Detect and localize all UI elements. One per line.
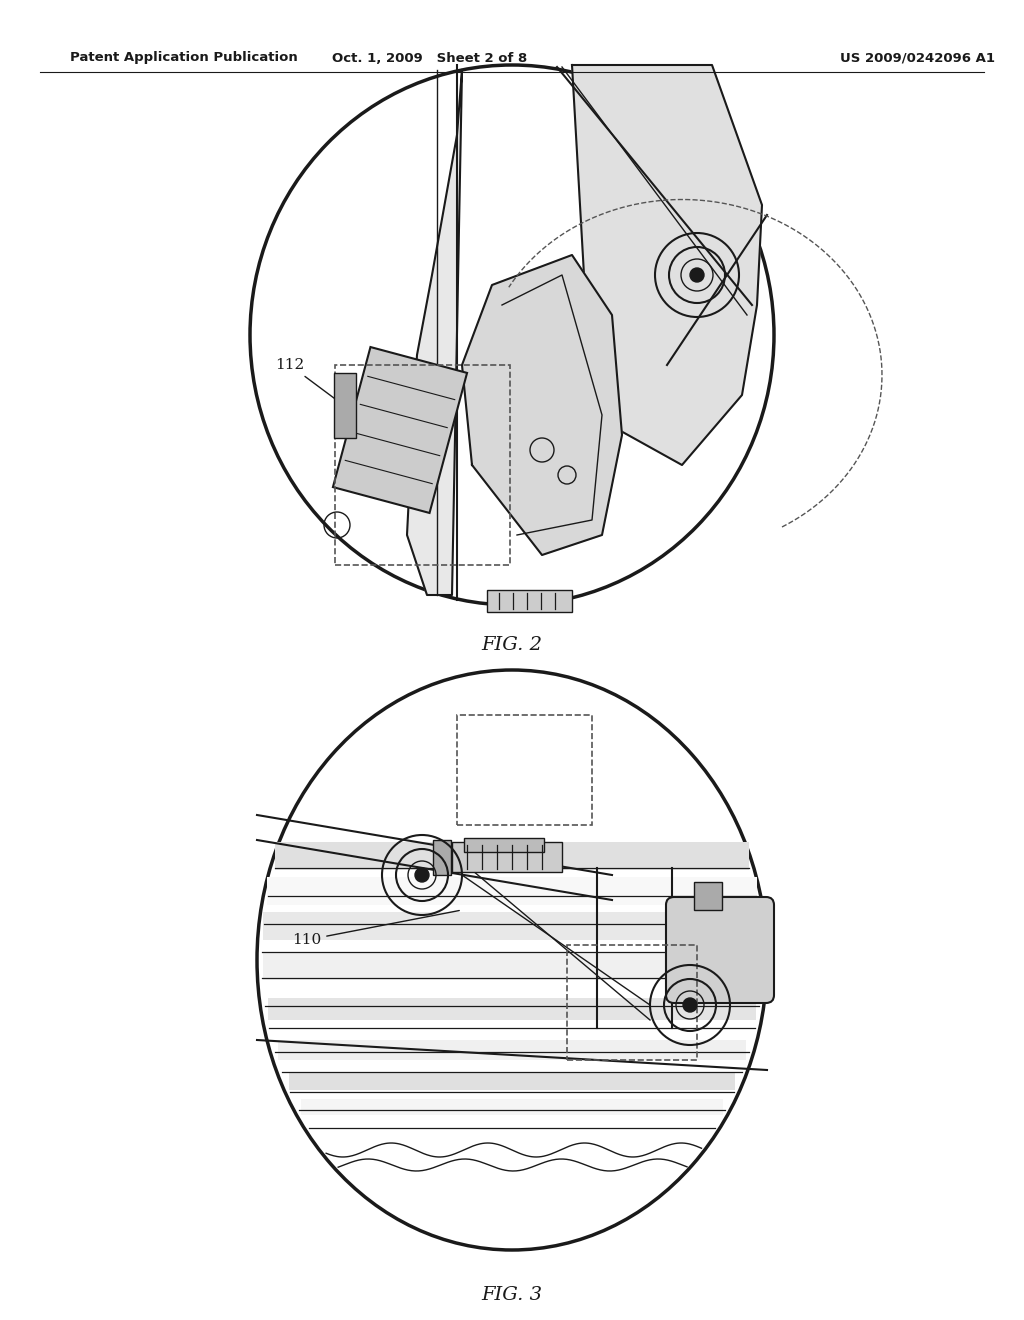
- Polygon shape: [487, 590, 572, 612]
- Polygon shape: [572, 65, 762, 465]
- Polygon shape: [464, 838, 544, 851]
- Polygon shape: [433, 840, 451, 874]
- FancyBboxPatch shape: [666, 898, 774, 1003]
- Polygon shape: [333, 347, 467, 513]
- Circle shape: [415, 869, 429, 882]
- Text: 110: 110: [292, 911, 460, 946]
- Polygon shape: [266, 876, 758, 906]
- Circle shape: [683, 998, 697, 1012]
- Polygon shape: [278, 1040, 746, 1060]
- Polygon shape: [267, 998, 757, 1020]
- Polygon shape: [694, 882, 722, 909]
- Polygon shape: [289, 1072, 735, 1090]
- Polygon shape: [262, 912, 762, 940]
- Text: US 2009/0242096 A1: US 2009/0242096 A1: [840, 51, 995, 65]
- Polygon shape: [301, 1100, 723, 1115]
- Polygon shape: [462, 255, 622, 554]
- Text: 112: 112: [275, 358, 348, 408]
- Text: Patent Application Publication: Patent Application Publication: [70, 51, 298, 65]
- Polygon shape: [407, 70, 462, 595]
- Text: Oct. 1, 2009   Sheet 2 of 8: Oct. 1, 2009 Sheet 2 of 8: [333, 51, 527, 65]
- Text: FIG. 3: FIG. 3: [481, 1286, 543, 1304]
- Polygon shape: [262, 952, 762, 979]
- Circle shape: [690, 268, 705, 282]
- Polygon shape: [274, 842, 750, 870]
- Text: FIG. 2: FIG. 2: [481, 636, 543, 653]
- Polygon shape: [334, 372, 356, 437]
- Polygon shape: [452, 842, 562, 873]
